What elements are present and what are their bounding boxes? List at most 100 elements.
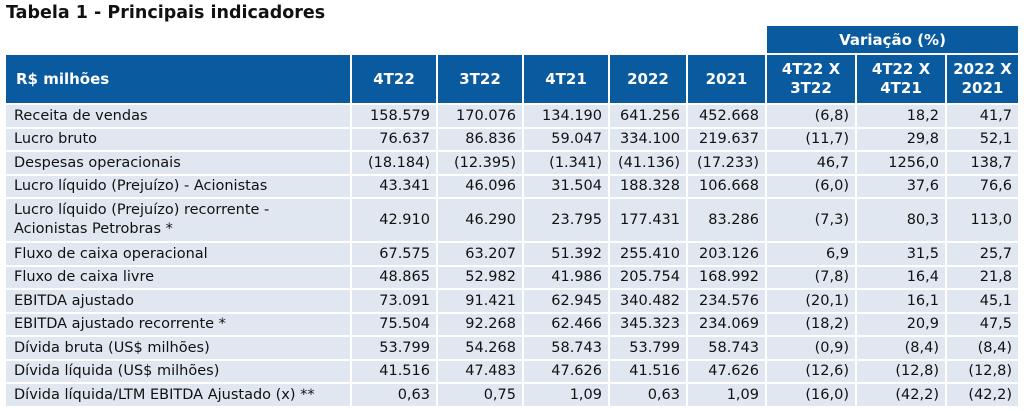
value-cell: 177.431: [608, 197, 686, 241]
variation-cell: (18,2): [765, 311, 855, 335]
value-cell: 345.323: [608, 311, 686, 335]
variation-header: 4T22 X 3T22: [765, 53, 855, 103]
value-cell: 86.836: [436, 126, 522, 150]
period-header: 4T22: [350, 53, 436, 103]
value-cell: 54.268: [436, 335, 522, 359]
value-cell: 62.466: [522, 311, 608, 335]
variation-cell: 47,5: [945, 311, 1019, 335]
value-cell: 46.096: [436, 173, 522, 197]
value-cell: 452.668: [686, 103, 765, 127]
table-row: EBITDA ajustado 73.091 91.421 62.945 340.482…: [6, 288, 1019, 312]
row-label: Fluxo de caixa livre: [6, 264, 350, 288]
row-label: Dívida líquida (US$ milhões): [6, 358, 350, 382]
row-label: Despesas operacionais: [6, 150, 350, 174]
value-cell: 76.637: [350, 126, 436, 150]
value-cell: 0,63: [608, 382, 686, 406]
unit-label-header: R$ milhões: [6, 53, 350, 103]
variation-header-line1: 4T22 X: [781, 60, 841, 78]
row-label: Receita de vendas: [6, 103, 350, 127]
value-cell: (41.136): [608, 150, 686, 174]
variation-cell: 41,7: [945, 103, 1019, 127]
value-cell: 41.516: [350, 358, 436, 382]
value-cell: 47.626: [522, 358, 608, 382]
variation-cell: 29,8: [855, 126, 945, 150]
variation-cell: 37,6: [855, 173, 945, 197]
value-cell: 48.865: [350, 264, 436, 288]
value-cell: 234.576: [686, 288, 765, 312]
table-row: Lucro líquido (Prejuízo) - Acionistas 43.…: [6, 173, 1019, 197]
table-body: Receita de vendas 158.579 170.076 134.190 64…: [6, 103, 1019, 406]
variation-header-line2: 3T22: [790, 79, 832, 97]
variation-cell: (16,0): [765, 382, 855, 406]
row-label: Lucro líquido (Prejuízo) - Acionistas: [6, 173, 350, 197]
value-cell: (1.341): [522, 150, 608, 174]
variation-cell: 113,0: [945, 197, 1019, 241]
value-cell: 31.504: [522, 173, 608, 197]
table-row: Receita de vendas 158.579 170.076 134.190 64…: [6, 103, 1019, 127]
value-cell: 0,63: [350, 382, 436, 406]
value-cell: 41.986: [522, 264, 608, 288]
value-cell: 53.799: [350, 335, 436, 359]
value-cell: 188.328: [608, 173, 686, 197]
variation-cell: 76,6: [945, 173, 1019, 197]
variation-cell: 6,9: [765, 241, 855, 265]
value-cell: 23.795: [522, 197, 608, 241]
variation-cell: 1256,0: [855, 150, 945, 174]
value-cell: 41.516: [608, 358, 686, 382]
value-cell: 91.421: [436, 288, 522, 312]
variation-cell: (0,9): [765, 335, 855, 359]
period-header: 4T21: [522, 53, 608, 103]
table-row: Lucro bruto 76.637 86.836 59.047 334.100 219.…: [6, 126, 1019, 150]
value-cell: (18.184): [350, 150, 436, 174]
value-cell: 47.483: [436, 358, 522, 382]
value-cell: 334.100: [608, 126, 686, 150]
variation-group-header: Variação (%): [765, 26, 1019, 53]
variation-cell: (8,4): [855, 335, 945, 359]
variation-cell: 31,5: [855, 241, 945, 265]
variation-cell: (12,8): [855, 358, 945, 382]
period-header: 2021: [686, 53, 765, 103]
value-cell: 158.579: [350, 103, 436, 127]
value-cell: 219.637: [686, 126, 765, 150]
variation-header-line2: 2021: [961, 79, 1004, 97]
variation-cell: (11,7): [765, 126, 855, 150]
row-label-line2: Acionistas Petrobras *: [14, 221, 173, 237]
variation-header: 4T22 X 4T21: [855, 53, 945, 103]
variation-header: 2022 X 2021: [945, 53, 1019, 103]
variation-cell: (12,8): [945, 358, 1019, 382]
value-cell: 52.982: [436, 264, 522, 288]
table-row: Fluxo de caixa operacional 67.575 63.207 51…: [6, 241, 1019, 265]
variation-cell: 21,8: [945, 264, 1019, 288]
value-cell: 62.945: [522, 288, 608, 312]
value-cell: (17.233): [686, 150, 765, 174]
value-cell: 67.575: [350, 241, 436, 265]
variation-cell: (8,4): [945, 335, 1019, 359]
variation-cell: 52,1: [945, 126, 1019, 150]
variation-cell: (20,1): [765, 288, 855, 312]
table-row: Lucro líquido (Prejuízo) recorrente - Aci…: [6, 197, 1019, 241]
row-label: Lucro líquido (Prejuízo) recorrente - Aci…: [6, 197, 350, 241]
value-cell: 59.047: [522, 126, 608, 150]
row-label: EBITDA ajustado: [6, 288, 350, 312]
value-cell: 203.126: [686, 241, 765, 265]
value-cell: 51.392: [522, 241, 608, 265]
value-cell: 106.668: [686, 173, 765, 197]
value-cell: 1,09: [522, 382, 608, 406]
indicators-table: Variação (%) R$ milhões 4T22 3T22 4T21 2…: [6, 26, 1019, 406]
variation-cell: (12,6): [765, 358, 855, 382]
value-cell: 63.207: [436, 241, 522, 265]
table-row: EBITDA ajustado recorrente * 75.504 92.268…: [6, 311, 1019, 335]
row-label: Dívida líquida/LTM EBITDA Ajustado (x) *…: [6, 382, 350, 406]
value-cell: 1,09: [686, 382, 765, 406]
table-row: Dívida bruta (US$ milhões) 53.799 54.268 58…: [6, 335, 1019, 359]
variation-cell: 16,4: [855, 264, 945, 288]
table-row: Despesas operacionais (18.184) (12.395) (1.…: [6, 150, 1019, 174]
value-cell: 43.341: [350, 173, 436, 197]
table-row: Dívida líquida (US$ milhões) 41.516 47.483…: [6, 358, 1019, 382]
variation-cell: 138,7: [945, 150, 1019, 174]
variation-cell: 46,7: [765, 150, 855, 174]
value-cell: 255.410: [608, 241, 686, 265]
value-cell: 46.290: [436, 197, 522, 241]
row-label: Dívida bruta (US$ milhões): [6, 335, 350, 359]
variation-cell: 45,1: [945, 288, 1019, 312]
